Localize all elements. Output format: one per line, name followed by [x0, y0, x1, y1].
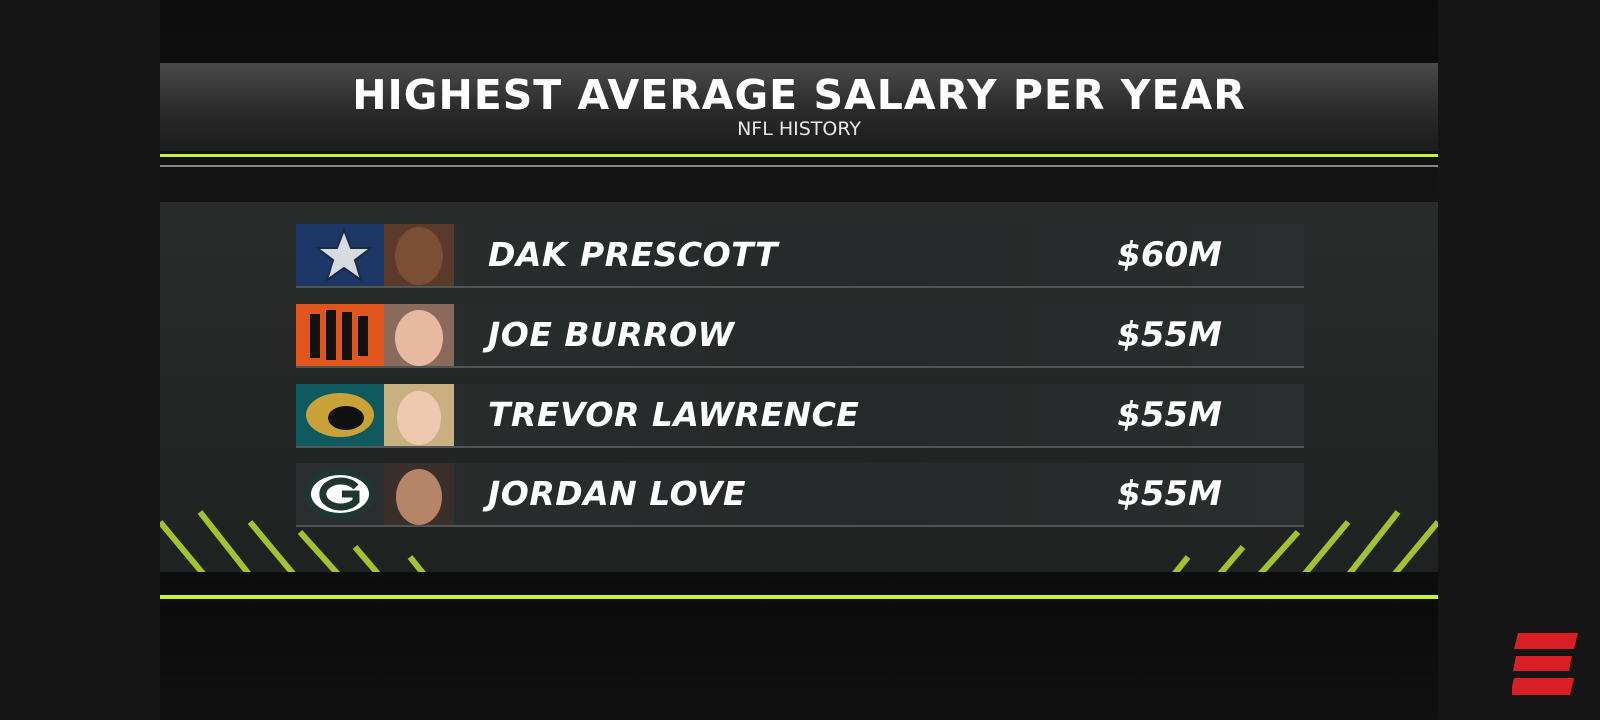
subtitle: NFL HISTORY [737, 118, 861, 140]
title-bar: HIGHEST AVERAGE SALARY PER YEAR NFL HIST… [160, 63, 1438, 151]
team-logo [296, 384, 454, 446]
accent-line [160, 165, 1438, 167]
decoration [160, 510, 1438, 572]
accent-line [160, 154, 1438, 157]
team-logo [296, 304, 454, 366]
network-logo [1512, 633, 1578, 695]
title: HIGHEST AVERAGE SALARY PER YEAR [352, 71, 1246, 119]
list-row: JOE BURROW $55M [296, 304, 1304, 368]
team-logo [296, 224, 454, 286]
salary: $60M [1117, 235, 1222, 275]
player-name: JORDAN LOVE [488, 474, 747, 513]
list-row: JORDAN LOVE $55M [296, 463, 1304, 527]
graphic-panel: HIGHEST AVERAGE SALARY PER YEAR NFL HIST… [160, 0, 1438, 720]
player-name: TREVOR LAWRENCE [488, 395, 860, 434]
team-logo [296, 463, 454, 525]
accent-line [160, 595, 1438, 599]
list-row: DAK PRESCOTT $60M [296, 224, 1304, 288]
salary: $55M [1117, 315, 1222, 355]
player-name: JOE BURROW [488, 315, 735, 354]
list-row: TREVOR LAWRENCE $55M [296, 384, 1304, 448]
salary: $55M [1117, 395, 1222, 435]
player-name: DAK PRESCOTT [488, 235, 778, 274]
salary: $55M [1117, 474, 1222, 514]
